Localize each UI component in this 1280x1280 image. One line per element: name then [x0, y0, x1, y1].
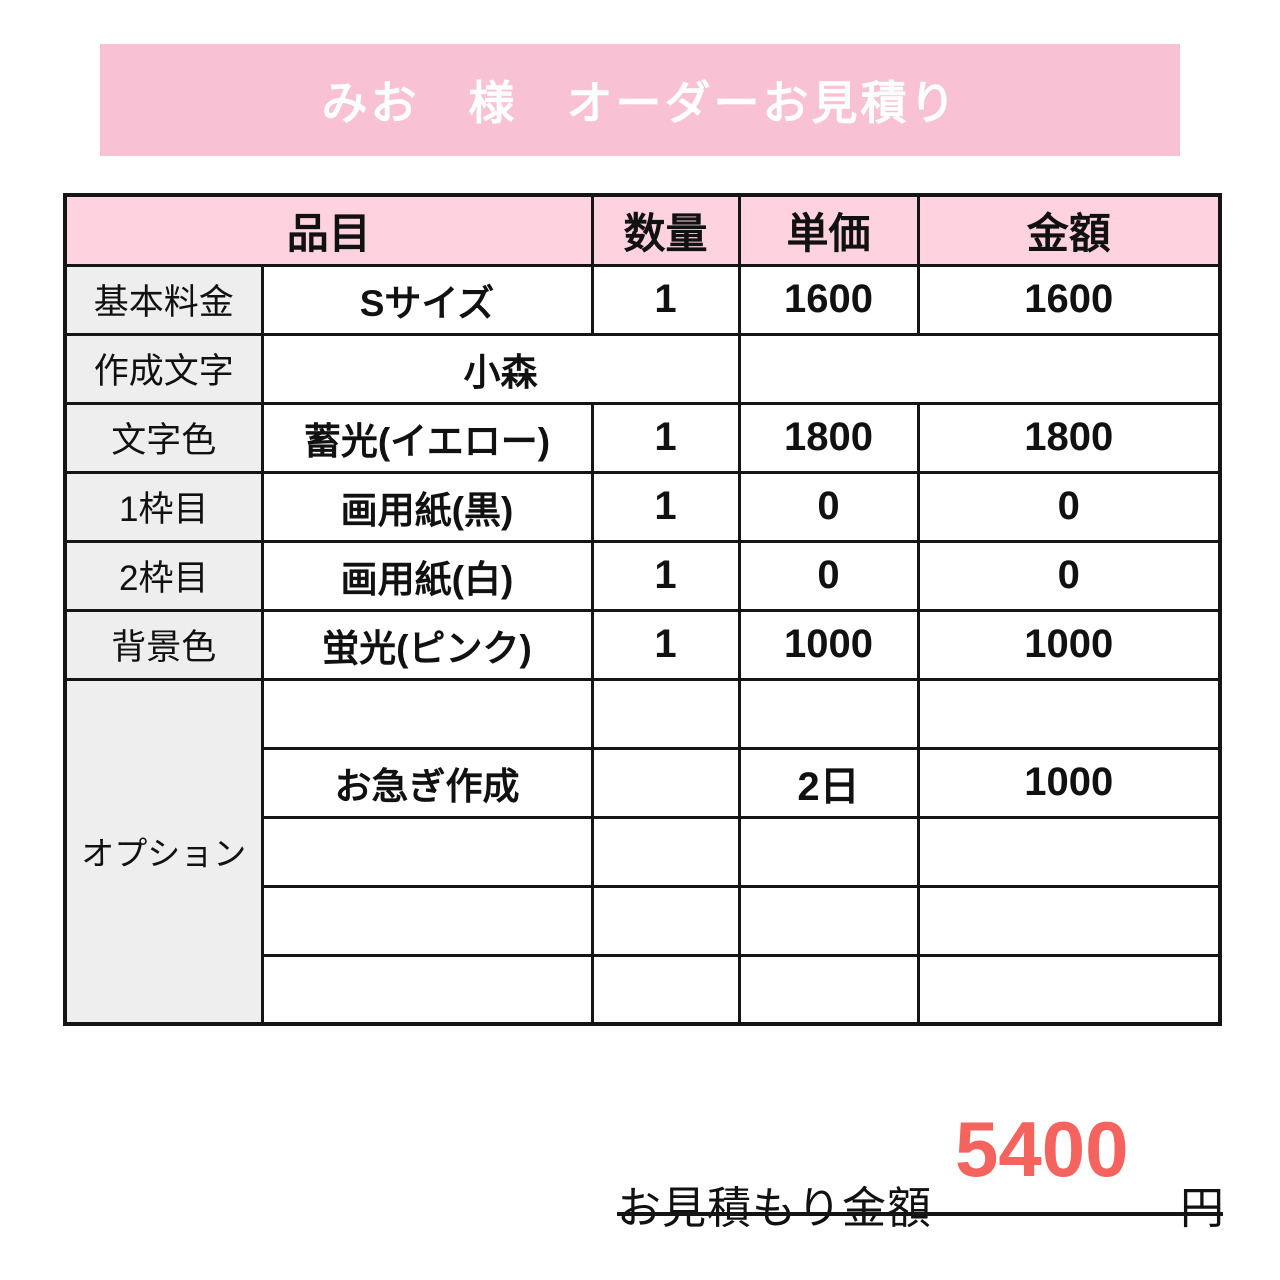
option-1-value [260, 677, 594, 750]
text-color-value: 蓄光(イエロー) [260, 401, 594, 474]
option-row-4 [65, 884, 1222, 957]
frame-1-qty: 1 [590, 470, 741, 543]
text-content-value: 小森 [260, 332, 741, 405]
option-2-amount: 1000 [916, 746, 1222, 819]
basic-fee-amount: 1600 [916, 263, 1222, 336]
option-2-unit-price: 2日 [737, 746, 920, 819]
options-label: オプション [63, 677, 264, 1026]
background-color-qty: 1 [590, 608, 741, 681]
background-color-unit-price: 1000 [737, 608, 920, 681]
row-text-color: 文字色 蓄光(イエロー) 1 1800 1800 [63, 401, 1222, 474]
frame-1-amount: 0 [916, 470, 1222, 543]
frame-1-value: 画用紙(黒) [260, 470, 594, 543]
total-unit: 円 [1180, 1184, 1224, 1233]
total-underline [617, 1212, 1223, 1216]
option-1-amount [916, 677, 1222, 750]
text-color-qty: 1 [590, 401, 741, 474]
option-1-unit-price [737, 677, 920, 750]
total-amount: 5400 [955, 1105, 1129, 1193]
option-row-1: オプション [63, 677, 1222, 1026]
text-color-unit-price: 1800 [737, 401, 920, 474]
header-item: 品目 [63, 193, 594, 267]
row-frame-1: 1枠目 画用紙(黒) 1 0 0 [63, 470, 1222, 543]
option-5-qty [590, 953, 741, 1026]
title-banner: みお 様 オーダーお見積り [100, 44, 1180, 156]
row-basic-fee: 基本料金 Sサイズ 1 1600 1600 [63, 263, 1222, 336]
option-5-value [260, 953, 594, 1026]
frame-2-qty: 1 [590, 539, 741, 612]
option-5-unit-price [737, 953, 920, 1026]
text-content-label: 作成文字 [63, 332, 264, 405]
row-text-content: 作成文字 小森 [63, 332, 1222, 405]
frame-2-label: 2枠目 [63, 539, 264, 612]
background-color-value: 蛍光(ピンク) [260, 608, 594, 681]
basic-fee-value: Sサイズ [260, 263, 594, 336]
option-row-2: お急ぎ作成 2日 1000 [65, 746, 1222, 819]
option-4-amount [916, 884, 1222, 957]
option-row-3 [65, 815, 1222, 888]
header-qty: 数量 [590, 193, 741, 267]
text-content-empty-cell [737, 332, 1222, 405]
option-4-qty [590, 884, 741, 957]
option-3-qty [590, 815, 741, 888]
row-background-color: 背景色 蛍光(ピンク) 1 1000 1000 [63, 608, 1222, 681]
option-3-unit-price [737, 815, 920, 888]
option-row-5 [65, 953, 1222, 1026]
text-color-amount: 1800 [916, 401, 1222, 474]
frame-1-label: 1枠目 [63, 470, 264, 543]
frame-2-amount: 0 [916, 539, 1222, 612]
total-label: お見積もり金額 [617, 1184, 932, 1233]
table-header-row: 品目 数量 単価 金額 [63, 193, 1222, 267]
option-3-amount [916, 815, 1222, 888]
option-3-value [260, 815, 594, 888]
background-color-label: 背景色 [63, 608, 264, 681]
basic-fee-label: 基本料金 [63, 263, 264, 336]
frame-1-unit-price: 0 [737, 470, 920, 543]
option-4-unit-price [737, 884, 920, 957]
frame-2-value: 画用紙(白) [260, 539, 594, 612]
option-5-amount [916, 953, 1222, 1026]
text-color-label: 文字色 [63, 401, 264, 474]
basic-fee-unit-price: 1600 [737, 263, 920, 336]
option-1-qty [590, 677, 741, 750]
option-4-value [260, 884, 594, 957]
frame-2-unit-price: 0 [737, 539, 920, 612]
background-color-amount: 1000 [916, 608, 1222, 681]
header-unit-price: 単価 [737, 193, 920, 267]
header-amount: 金額 [916, 193, 1222, 267]
page-title: みお 様 オーダーお見積り [321, 77, 959, 129]
option-2-qty [590, 746, 741, 819]
row-frame-2: 2枠目 画用紙(白) 1 0 0 [63, 539, 1222, 612]
option-2-value: お急ぎ作成 [260, 746, 594, 819]
estimate-table: 品目 数量 単価 金額 基本料金 Sサイズ 1 1600 1600 作成文字 小… [63, 193, 1223, 1026]
basic-fee-qty: 1 [590, 263, 741, 336]
